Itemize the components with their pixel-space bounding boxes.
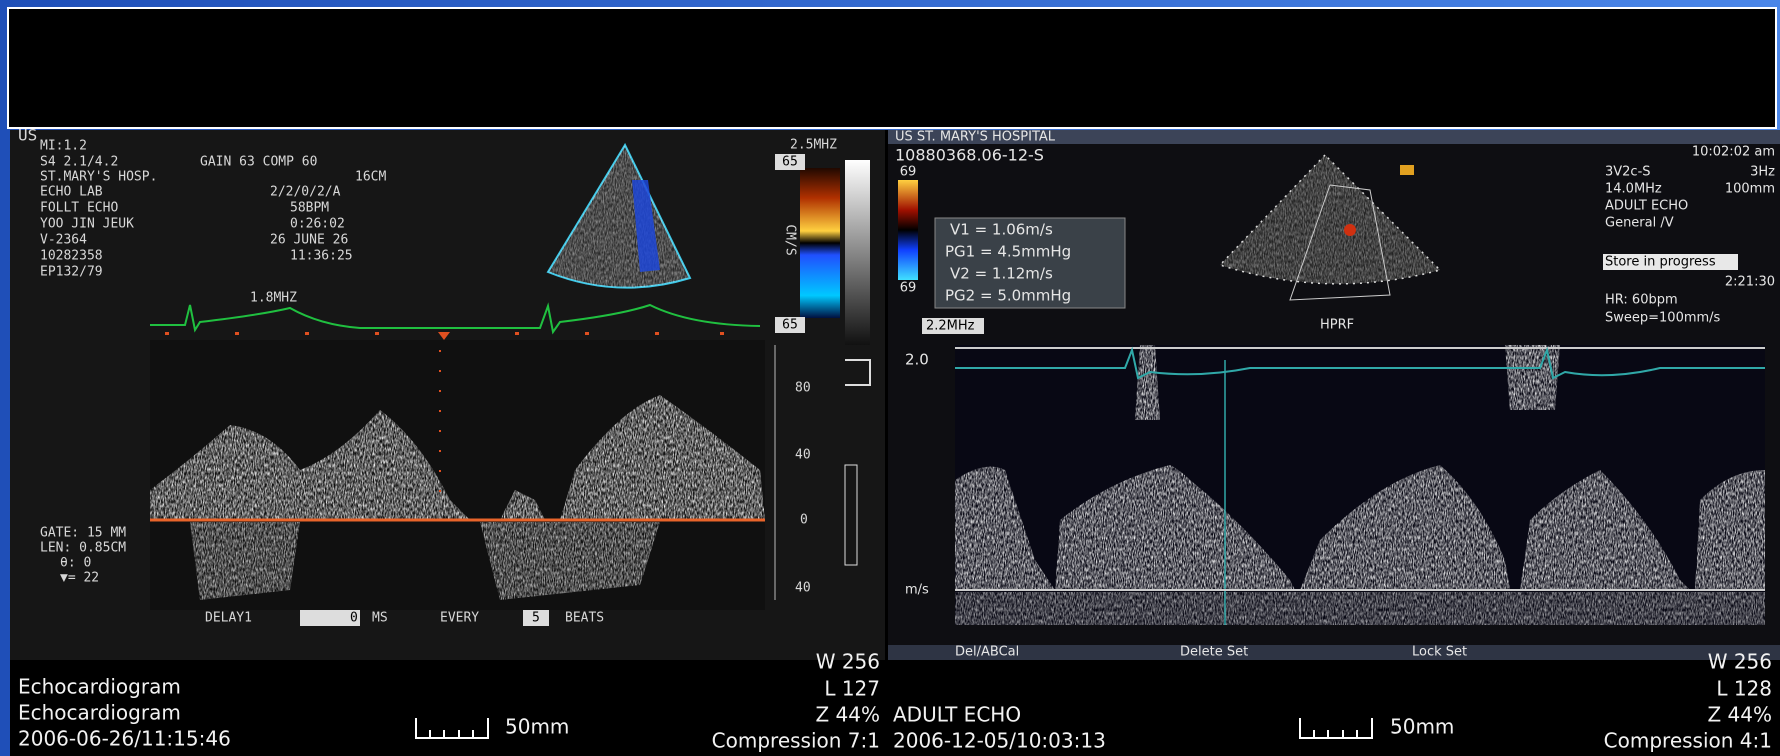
- info-text: 10:02:02 am: [1692, 145, 1775, 160]
- header-text: GAIN 63 COMP 60: [200, 155, 317, 170]
- control-label: BEATS: [565, 611, 604, 626]
- window-info: W 256: [1708, 650, 1772, 674]
- scale-label: 40: [795, 448, 811, 463]
- header-text: ST.MARY'S HOSP.: [40, 170, 157, 185]
- marker: [655, 332, 659, 335]
- header-text: 11:36:25: [290, 249, 353, 264]
- screenshot: US MI:1.2 S4 2.1/4.2 GAIN 63 COMP 60 ST.…: [0, 0, 1780, 756]
- measurement: V2 = 1.12m/s: [950, 265, 1053, 283]
- softkey-strip: [888, 645, 1780, 660]
- window-info: Compression 4:1: [1604, 729, 1772, 753]
- caption-line: 2006-12-05/10:03:13: [893, 729, 1106, 753]
- control-value: 5: [532, 611, 540, 626]
- info-text: 3Hz: [1750, 165, 1775, 180]
- window-info: Compression 7:1: [712, 729, 880, 753]
- scale-text: 50mm: [1390, 715, 1454, 739]
- measurement: V1 = 1.06m/s: [950, 221, 1053, 239]
- color-bar: [898, 180, 918, 280]
- header-text: US ST. MARY'S HOSPITAL: [895, 130, 1056, 145]
- softkey[interactable]: Delete Set: [1180, 645, 1248, 660]
- header-text: US: [18, 126, 37, 145]
- color-bar: [800, 168, 840, 318]
- header-text: V-2364: [40, 233, 87, 248]
- marker: [235, 332, 239, 335]
- caption-line: Echocardiogram: [18, 675, 181, 699]
- status-text: Store in progress: [1605, 255, 1716, 270]
- color-bar-label: 69: [900, 281, 917, 296]
- header-text: 16CM: [355, 170, 386, 185]
- control-label: MS: [372, 611, 388, 626]
- header-text: 10282358: [40, 249, 103, 264]
- gate-info: θ: 0: [60, 556, 91, 571]
- header-text: MI:1.2: [40, 139, 87, 154]
- window-info: Z 44%: [1707, 703, 1772, 727]
- header-text: FOLLT ECHO: [40, 201, 118, 216]
- scale-text: 50mm: [505, 715, 569, 739]
- left-echo: US MI:1.2 S4 2.1/4.2 GAIN 63 COMP 60 ST.…: [10, 126, 885, 661]
- color-bar-unit: CM/S: [783, 224, 798, 255]
- title-box: [8, 8, 1776, 128]
- gate-info: ▼= 22: [60, 571, 99, 586]
- info-text: Sweep=100mm/s: [1605, 311, 1721, 326]
- header-text: 0:26:02: [290, 217, 345, 232]
- softkey[interactable]: Del/ABCal: [955, 645, 1019, 660]
- marker: [165, 332, 169, 335]
- gate-info: LEN: 0.85CM: [40, 541, 126, 556]
- control-label: EVERY: [440, 611, 479, 626]
- control-label: DELAY1: [205, 611, 252, 626]
- marker: [515, 332, 519, 335]
- window-info: Z 44%: [815, 703, 880, 727]
- header-text: ECHO LAB: [40, 185, 103, 200]
- softkey[interactable]: Lock Set: [1412, 645, 1467, 660]
- ecg-frequency: 1.8MHZ: [250, 291, 297, 306]
- info-text: ADULT ECHO: [1605, 199, 1688, 214]
- header-text: 2/2/0/2/A: [270, 185, 341, 200]
- marker: [720, 332, 724, 335]
- info-text: HR: 60bpm: [1605, 293, 1678, 308]
- caption-line: 2006-06-26/11:15:46: [18, 727, 231, 751]
- color-bar-label: 69: [900, 165, 917, 180]
- window-info: L 128: [1716, 677, 1772, 701]
- frequency-label: 2.2MHz: [926, 319, 975, 334]
- patient-id: 10880368.06-12-S: [895, 146, 1044, 165]
- unit-label: m/s: [905, 583, 929, 598]
- mode-label: HPRF: [1320, 318, 1354, 333]
- scale-label: 80: [795, 381, 811, 396]
- color-bar-label: 2.5MHZ: [790, 138, 837, 153]
- marker: [375, 332, 379, 335]
- color-bar-bottom: 65: [782, 318, 798, 333]
- control-value: 0: [350, 611, 358, 626]
- marker: [585, 332, 589, 335]
- color-flow: [1344, 224, 1356, 236]
- scale-label: 40: [795, 581, 811, 596]
- info-text: 3V2c-S: [1605, 165, 1651, 180]
- caption-line: Echocardiogram: [18, 701, 181, 725]
- window-info: W 256: [816, 650, 880, 674]
- info-text: General /V: [1605, 216, 1674, 231]
- info-text: 14.0MHz: [1605, 182, 1662, 197]
- info-text: 2:21:30: [1725, 275, 1775, 290]
- scale-label: 2.0: [905, 351, 929, 369]
- page: { "left_image": { "header": ["US", "MI:1…: [0, 0, 1780, 756]
- gray-bar: [845, 160, 870, 345]
- scale-label: 0: [800, 513, 808, 528]
- probe-icon: [1400, 165, 1414, 175]
- marker: [305, 332, 309, 335]
- header-text: S4 2.1/4.2: [40, 155, 118, 170]
- info-text: 100mm: [1725, 182, 1775, 197]
- measurement: PG2 = 5.0mmHg: [945, 287, 1071, 305]
- gate-info: GATE: 15 MM: [40, 526, 126, 541]
- header-text: EP132/79: [40, 265, 103, 280]
- right-echo: US ST. MARY'S HOSPITAL 10880368.06-12-S …: [888, 130, 1780, 661]
- measurement: PG1 = 4.5mmHg: [945, 243, 1071, 261]
- header-text: 26 JUNE 26: [270, 233, 348, 248]
- window-info: L 127: [824, 677, 880, 701]
- header-text: YOO JIN JEUK: [40, 217, 134, 232]
- header-text: 58BPM: [290, 201, 329, 216]
- caption-line: ADULT ECHO: [893, 703, 1021, 727]
- color-bar-top: 65: [782, 155, 798, 170]
- spectrum-reverse: [955, 592, 1765, 625]
